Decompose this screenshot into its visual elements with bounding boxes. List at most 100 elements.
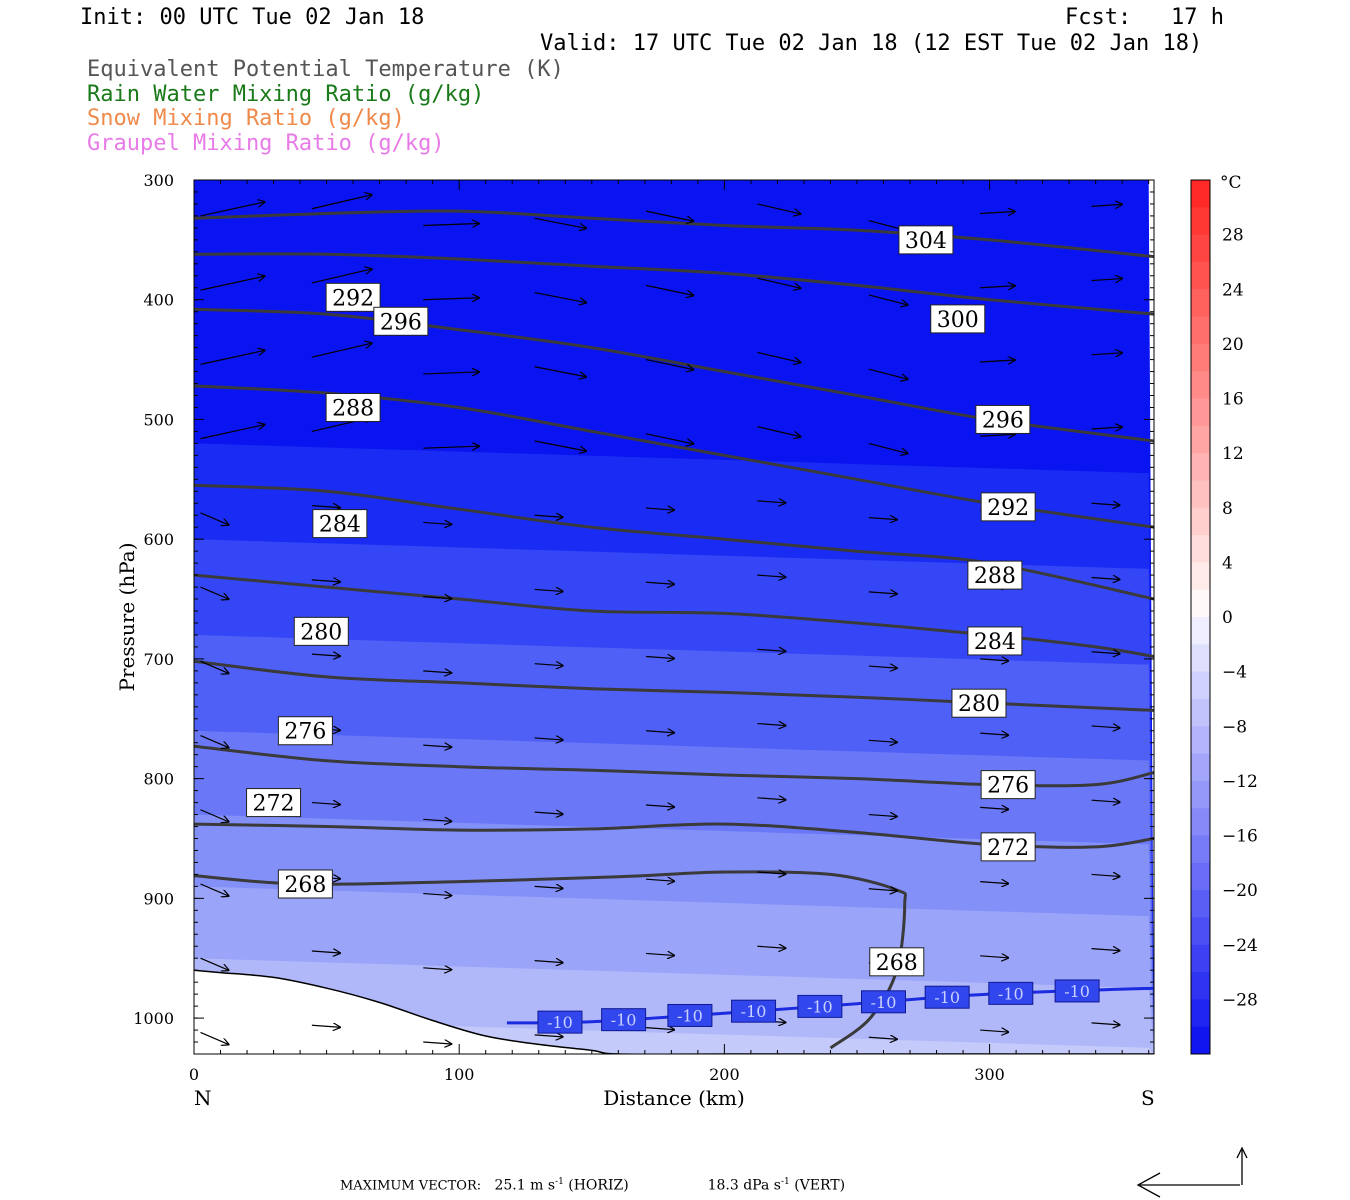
isotherm-label: -10 — [934, 988, 960, 1007]
contour-label: 296 — [380, 310, 422, 335]
wind-vector — [1091, 503, 1120, 505]
wind-vector — [534, 366, 586, 377]
wind-vector — [646, 805, 674, 807]
y-tick-label: 700 — [143, 650, 174, 669]
wind-vector — [311, 803, 340, 805]
x-axis-title: Distance (km) — [603, 1086, 745, 1110]
wind-vector — [200, 512, 229, 525]
isotherm-label: -10 — [871, 993, 897, 1012]
max-vector-label: MAXIMUM VECTOR: — [340, 1178, 482, 1194]
colorbar-swatch — [1191, 862, 1210, 891]
wind-vector — [534, 738, 563, 740]
wind-vector — [311, 269, 372, 284]
isotherm-label: -10 — [1064, 982, 1090, 1001]
contour-label-box — [373, 306, 429, 336]
colorbar-swatch — [1191, 562, 1210, 591]
colorbar-label: 24 — [1222, 280, 1244, 300]
wind-vector — [868, 442, 908, 453]
endpoint-left: N — [194, 1086, 212, 1110]
contour-label: 300 — [937, 308, 979, 333]
contour-label-box — [980, 492, 1036, 522]
wind-vector — [423, 597, 451, 599]
wind-vector — [1091, 1023, 1120, 1025]
isotherm-label-box — [1054, 979, 1100, 1003]
forecast-hour: Fcst: 17 h — [1065, 5, 1224, 30]
wind-vector — [534, 664, 563, 666]
colorbar-swatch — [1191, 644, 1210, 673]
y-tick-label: 500 — [143, 410, 174, 429]
colorbar-swatch — [1191, 589, 1210, 618]
x-tick-label: 200 — [709, 1065, 740, 1084]
contour-label: 272 — [253, 792, 295, 817]
wind-vector — [1091, 652, 1120, 654]
wind-vector — [757, 798, 785, 800]
max-vector-caption: MAXIMUM VECTOR: 25.1 m s-1 (HORIZ) 18.3 … — [340, 1177, 845, 1194]
colorbar-label: −16 — [1222, 827, 1258, 847]
colorbar-swatch — [1191, 671, 1210, 700]
wind-vector — [534, 440, 586, 451]
colorbar-label: 28 — [1222, 226, 1244, 246]
wind-vector — [423, 522, 451, 524]
vert-value: 18.3 dPa s — [707, 1177, 781, 1194]
horiz-tag: (HORIZ) — [568, 1177, 629, 1194]
contour-label: 288 — [332, 396, 374, 421]
wind-vector — [311, 951, 340, 953]
colorbar-swatch — [1191, 917, 1210, 946]
colorbar-label: −28 — [1222, 990, 1258, 1010]
horiz-unit-exponent: -1 — [555, 1177, 564, 1187]
colorbar-swatch — [1191, 371, 1210, 399]
wind-vector — [423, 1042, 451, 1044]
wind-vector — [200, 350, 265, 365]
wind-vector — [980, 882, 1008, 884]
wind-vector — [980, 212, 1015, 214]
wind-vector — [200, 883, 229, 896]
colorbar-label: −12 — [1222, 772, 1258, 792]
wind-vector — [868, 294, 908, 305]
wind-vector — [200, 1031, 229, 1044]
wind-vector — [311, 580, 340, 582]
colorbar-label: 16 — [1222, 390, 1244, 410]
field-legend-snow: Snow Mixing Ratio (g/kg) — [87, 106, 405, 131]
wind-vector — [311, 1025, 340, 1027]
wind-vector — [423, 372, 479, 374]
colorbar-swatch — [1191, 698, 1210, 727]
colorbar-swatch — [1191, 1026, 1210, 1055]
y-tick-label: 800 — [143, 770, 174, 789]
theta-e-contour-300 — [194, 252, 1154, 316]
isotherm-label-box — [924, 985, 970, 1009]
wind-vector — [423, 671, 451, 673]
wind-vector — [1091, 353, 1122, 355]
wind-vector — [534, 217, 586, 228]
contour-label-box — [312, 509, 368, 539]
wind-vector — [980, 434, 1015, 436]
isotherm-label: -10 — [611, 1011, 637, 1030]
contour-label: 276 — [987, 774, 1029, 799]
wind-vector — [868, 740, 897, 742]
y-tick-label: 900 — [143, 889, 174, 908]
endpoint-right: S — [1141, 1086, 1155, 1110]
colorbar-swatch — [1191, 535, 1210, 563]
wind-vector — [534, 812, 563, 814]
wind-vector — [868, 1037, 897, 1039]
y-tick-label: 600 — [143, 530, 174, 549]
colorbar-swatch — [1191, 944, 1210, 973]
contour-label-box — [325, 392, 381, 422]
wind-vector — [200, 276, 265, 291]
wind-vector — [868, 889, 897, 891]
wind-vector — [1091, 577, 1120, 579]
wind-vector — [200, 734, 229, 748]
wind-vector — [423, 298, 479, 300]
wind-vector — [646, 731, 674, 733]
terrain-line — [194, 969, 1154, 1054]
y-tick-label: 400 — [143, 291, 174, 310]
contour-label: 268 — [876, 951, 918, 976]
colorbar-swatch — [1191, 180, 1210, 208]
colorbar-swatch — [1191, 289, 1210, 318]
wind-vector — [980, 286, 1015, 288]
wind-vector — [646, 508, 674, 510]
colorbar-label: −24 — [1222, 936, 1258, 956]
isotherm-label: -10 — [807, 997, 833, 1016]
wind-vector — [534, 1035, 563, 1037]
isotherm-label-box — [731, 999, 777, 1023]
wind-vector — [980, 956, 1008, 958]
